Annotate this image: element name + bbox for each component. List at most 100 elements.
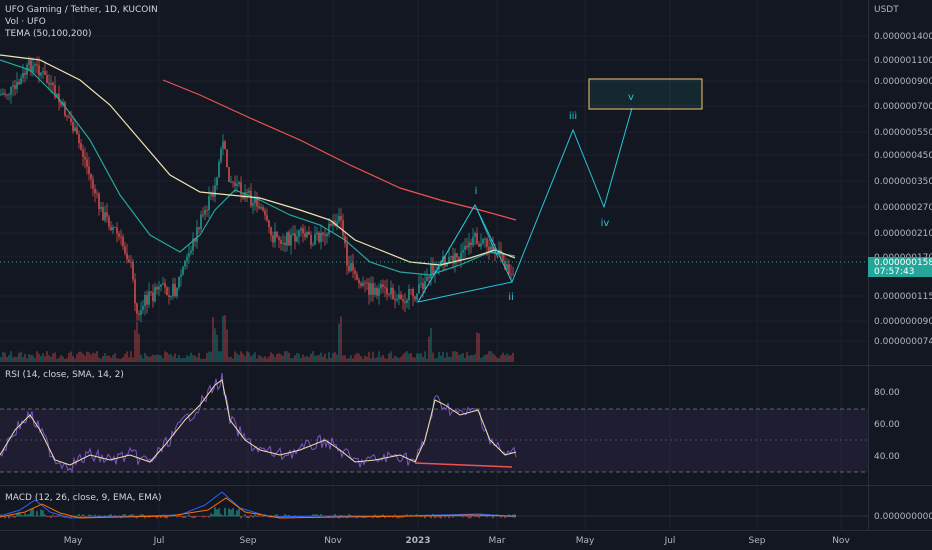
candle-body	[340, 216, 342, 221]
time-tick-label: Jul	[664, 536, 676, 546]
candle-body	[294, 233, 296, 242]
rsi-legend[interactable]: RSI (14, close, SMA, 14, 2)	[5, 370, 124, 380]
candle-body	[282, 242, 284, 244]
macd-histogram-bar	[132, 514, 134, 517]
candle-body	[272, 235, 274, 243]
volume-bar	[296, 353, 298, 362]
candle-body	[360, 283, 362, 286]
candle-body	[466, 245, 468, 248]
volume-bar	[262, 357, 264, 362]
macd-histogram-bar	[456, 515, 458, 517]
volume-bar	[126, 351, 128, 362]
candle-body	[142, 306, 144, 310]
volume-bar	[56, 358, 58, 362]
candle-body	[506, 264, 508, 270]
volume-bar	[382, 354, 384, 362]
volume-bar	[258, 355, 260, 362]
rsi-panel[interactable]	[0, 372, 868, 473]
candle-body	[76, 127, 78, 135]
candle-body	[382, 284, 384, 287]
symbol-legend[interactable]: UFO Gaming / Tether, 1D, KUCOIN	[5, 5, 158, 15]
current-price-badge	[868, 257, 932, 277]
candle-body	[454, 253, 456, 264]
wave-base-line[interactable]	[417, 281, 513, 303]
macd-histogram-bar	[210, 513, 212, 517]
macd-histogram-bar	[42, 510, 44, 517]
volume-bar	[242, 353, 244, 362]
volume-bar	[218, 351, 220, 362]
candlesticks[interactable]	[0, 56, 514, 323]
volume-bar	[404, 352, 406, 362]
volume-bar	[168, 354, 170, 362]
volume-bar	[462, 353, 464, 362]
volume-bar	[20, 351, 22, 362]
candle-body	[28, 60, 30, 65]
candle-body	[266, 215, 268, 221]
volume-bar	[422, 356, 424, 362]
candle-body	[370, 283, 372, 295]
tema-legend[interactable]: TEMA (50,100,200)	[5, 29, 92, 39]
candle-body	[260, 207, 262, 209]
candle-body	[234, 182, 236, 186]
candle-body	[204, 209, 206, 215]
candle-body	[196, 227, 198, 242]
volume-bar	[270, 352, 272, 362]
target-box[interactable]	[588, 78, 703, 110]
volume-bar	[264, 356, 266, 362]
macd-histogram-bar	[306, 516, 308, 518]
volume-bar	[106, 355, 108, 362]
candle-body	[456, 253, 458, 258]
candle-body	[398, 294, 400, 299]
candle-body	[14, 85, 16, 89]
candle-body	[236, 184, 238, 186]
candle-body	[136, 303, 138, 314]
macd-histogram-bar	[260, 516, 262, 517]
macd-panel[interactable]	[0, 491, 868, 519]
macd-histogram-bar	[204, 516, 206, 518]
macd-histogram-bar	[212, 514, 214, 517]
volume-bar	[330, 357, 332, 362]
macd-histogram-bar	[474, 516, 476, 518]
volume-bar	[352, 358, 354, 362]
macd-histogram-bar	[108, 514, 110, 517]
volume-bar	[110, 357, 112, 362]
macd-histogram-bar	[10, 514, 12, 517]
volume-bar	[286, 351, 288, 362]
candle-body	[158, 286, 160, 290]
candle-body	[72, 121, 74, 132]
macd-histogram-bar	[472, 515, 474, 517]
candle-body	[20, 77, 22, 84]
candle-body	[510, 274, 512, 276]
candle-body	[292, 233, 294, 235]
macd-legend[interactable]: MACD (12, 26, close, 9, EMA, EMA)	[5, 493, 162, 503]
candle-body	[310, 234, 312, 245]
macd-histogram-bar	[468, 516, 470, 519]
volume-bar	[438, 351, 440, 362]
volume-bar	[192, 355, 194, 362]
wave-path[interactable]	[417, 107, 633, 303]
volume-bar	[4, 352, 6, 362]
macd-histogram-bar	[216, 509, 218, 517]
volume-bar	[208, 351, 210, 362]
volume-bar	[38, 353, 40, 362]
volume-bar	[300, 358, 302, 362]
candle-body	[92, 179, 94, 189]
current-price-label: 0.0000001586	[874, 258, 932, 268]
macd-signal-line	[0, 497, 517, 519]
volume-bar	[512, 352, 514, 362]
wave-triangle[interactable]	[417, 204, 499, 303]
volume-bar	[320, 352, 322, 362]
macd-histogram-bar	[136, 516, 138, 519]
macd-histogram-bar	[48, 516, 50, 517]
macd-histogram-bar	[18, 511, 20, 517]
volume-bar	[304, 356, 306, 362]
candle-body	[148, 291, 150, 305]
candle-body	[420, 283, 422, 285]
volume-legend[interactable]: Vol · UFO	[5, 17, 46, 27]
rsi-divergence-line[interactable]	[414, 462, 513, 468]
macd-histogram-bar	[374, 514, 376, 517]
